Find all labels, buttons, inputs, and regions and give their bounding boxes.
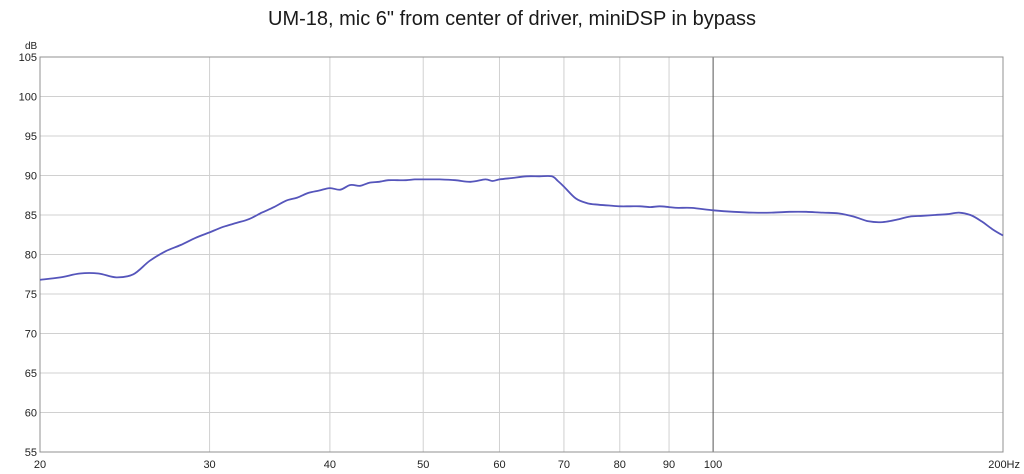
y-tick-labels: 55 60 65 70 75 80 85 90 95 100 105	[19, 52, 37, 459]
y-tick-label: 60	[25, 408, 37, 420]
x-tick-label: 200Hz	[988, 459, 1020, 471]
y-axis-unit: dB	[25, 41, 38, 52]
plot-frame	[39, 56, 1004, 453]
x-tick-label: 90	[663, 459, 675, 471]
y-tick-label: 55	[25, 447, 37, 459]
chart-title: UM-18, mic 6" from center of driver, min…	[268, 8, 756, 30]
x-tick-label: 30	[203, 459, 215, 471]
x-tick-label: 20	[34, 459, 46, 471]
y-tick-label: 75	[25, 289, 37, 301]
x-tick-label: 70	[558, 459, 570, 471]
series-line	[39, 175, 1004, 281]
series-group	[39, 175, 1004, 281]
y-tick-label: 95	[25, 131, 37, 143]
x-tick-label: 60	[493, 459, 505, 471]
y-tick-label: 85	[25, 210, 37, 222]
y-tick-label: 65	[25, 368, 37, 380]
x-tick-labels: 20 30 40 50 60 70 80 90 100 200Hz	[34, 459, 1020, 471]
x-tick-label: 80	[614, 459, 626, 471]
y-tick-label: 80	[25, 250, 37, 262]
y-tick-label: 70	[25, 329, 37, 341]
y-tick-label: 90	[25, 171, 37, 183]
y-tick-label: 100	[19, 92, 37, 104]
x-tick-label: 100	[704, 459, 722, 471]
x-tick-label: 50	[417, 459, 429, 471]
y-tick-label: 105	[19, 52, 37, 64]
x-tick-label: 40	[324, 459, 336, 471]
